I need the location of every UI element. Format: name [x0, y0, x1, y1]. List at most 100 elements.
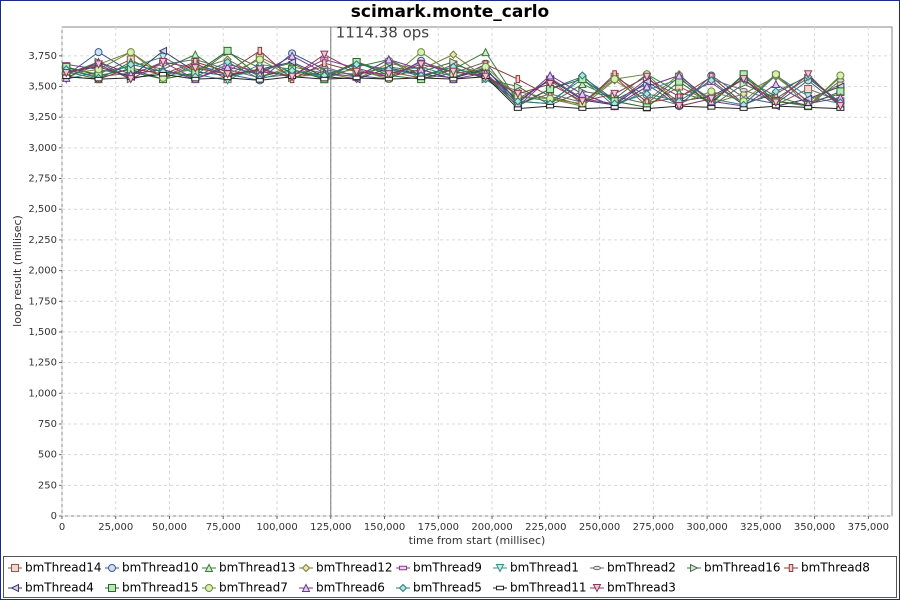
y-tick-label: 2,750 [28, 174, 57, 185]
x-tick-label: 125,000 [310, 522, 351, 533]
data-point [707, 94, 716, 104]
y-axis-label: loop result (millisec) [11, 215, 24, 327]
data-point [287, 51, 297, 60]
data-point [546, 103, 555, 109]
x-tick-label: 175,000 [418, 522, 459, 533]
y-tick-label: 3,000 [28, 143, 57, 154]
data-point [739, 87, 748, 93]
data-point [384, 70, 394, 79]
data-point [610, 89, 619, 99]
data-point [223, 57, 232, 67]
data-point [449, 67, 458, 77]
legend-label: bmThread12 [316, 561, 393, 575]
legend-label: bmThread4 [25, 581, 94, 595]
legend-label: bmThread6 [316, 581, 385, 595]
y-tick-label: 2,250 [28, 235, 57, 246]
data-point [322, 59, 327, 68]
legend-label: bmThread15 [122, 581, 199, 595]
legend-label: bmThread2 [607, 561, 676, 575]
data-point [255, 78, 264, 83]
legend-label: bmThread3 [607, 581, 676, 595]
y-tick-label: 3,500 [28, 82, 57, 93]
data-point [417, 48, 426, 57]
y-tick-label: 2,000 [28, 266, 57, 277]
x-tick-label: 50,000 [152, 522, 187, 533]
data-point [513, 97, 523, 106]
data-point [255, 55, 264, 64]
data-point [449, 76, 458, 82]
x-tick-label: 150,000 [364, 522, 405, 533]
x-tick-label: 250,000 [579, 522, 620, 533]
data-point [320, 50, 329, 60]
x-tick-label: 275,000 [633, 522, 674, 533]
legend-label: bmThread13 [219, 561, 296, 575]
marker-label: 1114.38 ops [336, 24, 429, 42]
data-point [513, 89, 523, 99]
legend-symbol [301, 563, 311, 573]
data-point [287, 57, 297, 67]
data-point [449, 50, 458, 59]
data-point [771, 87, 781, 96]
y-tick-label: 1,250 [28, 358, 57, 369]
x-axis-label: time from start (millisec) [409, 534, 546, 547]
legend-symbol [495, 564, 505, 573]
data-point [481, 62, 490, 71]
data-point [771, 70, 780, 79]
data-point [158, 53, 168, 62]
data-point [739, 106, 748, 111]
data-point [481, 47, 490, 57]
data-point [836, 71, 845, 80]
y-tick-label: 0 [51, 511, 57, 522]
legend-symbol [107, 564, 117, 572]
legend-symbol [11, 564, 19, 572]
legend-label: bmThread11 [510, 581, 587, 595]
data-point [94, 60, 103, 70]
x-tick-label: 0 [59, 522, 65, 533]
data-point [804, 84, 813, 93]
data-point [578, 106, 587, 111]
y-tick-label: 1,000 [28, 388, 57, 399]
legend-label: bmThread14 [25, 561, 102, 575]
legend-symbol [10, 583, 19, 593]
legend-label: bmThread8 [801, 561, 870, 575]
data-point [674, 70, 684, 80]
x-tick-label: 325,000 [740, 522, 781, 533]
data-point [417, 75, 426, 81]
legend [3, 556, 897, 598]
y-tick-label: 750 [38, 419, 57, 430]
legend-label: bmThread10 [122, 561, 199, 575]
data-point [287, 72, 297, 82]
data-point [707, 76, 716, 85]
data-point [578, 79, 587, 89]
y-tick-label: 250 [38, 480, 57, 491]
data-point [513, 106, 522, 111]
data-point [126, 75, 136, 84]
data-point [515, 75, 521, 84]
data-point [94, 65, 103, 74]
data-point [352, 75, 361, 81]
y-tick-label: 3,750 [28, 51, 57, 62]
data-point [642, 72, 652, 82]
data-point [642, 106, 651, 111]
data-point [513, 82, 523, 91]
data-point [191, 64, 200, 73]
data-point [416, 60, 426, 70]
data-point [674, 102, 684, 111]
data-point [546, 94, 555, 103]
data-point [707, 105, 716, 110]
y-tick-label: 2,500 [28, 204, 57, 215]
x-tick-label: 75,000 [206, 522, 241, 533]
data-point [739, 75, 748, 84]
data-point [191, 76, 200, 82]
legend-symbol [496, 585, 504, 591]
data-point [257, 46, 263, 55]
legend-label: bmThread16 [704, 561, 781, 575]
legend-label: bmThread7 [219, 581, 288, 595]
x-tick-label: 225,000 [525, 522, 566, 533]
data-point [771, 98, 781, 108]
legend-label: bmThread1 [510, 561, 579, 575]
legend-label: bmThread9 [413, 561, 482, 575]
data-point [223, 70, 232, 79]
data-point [804, 105, 813, 110]
data-point [384, 54, 394, 64]
